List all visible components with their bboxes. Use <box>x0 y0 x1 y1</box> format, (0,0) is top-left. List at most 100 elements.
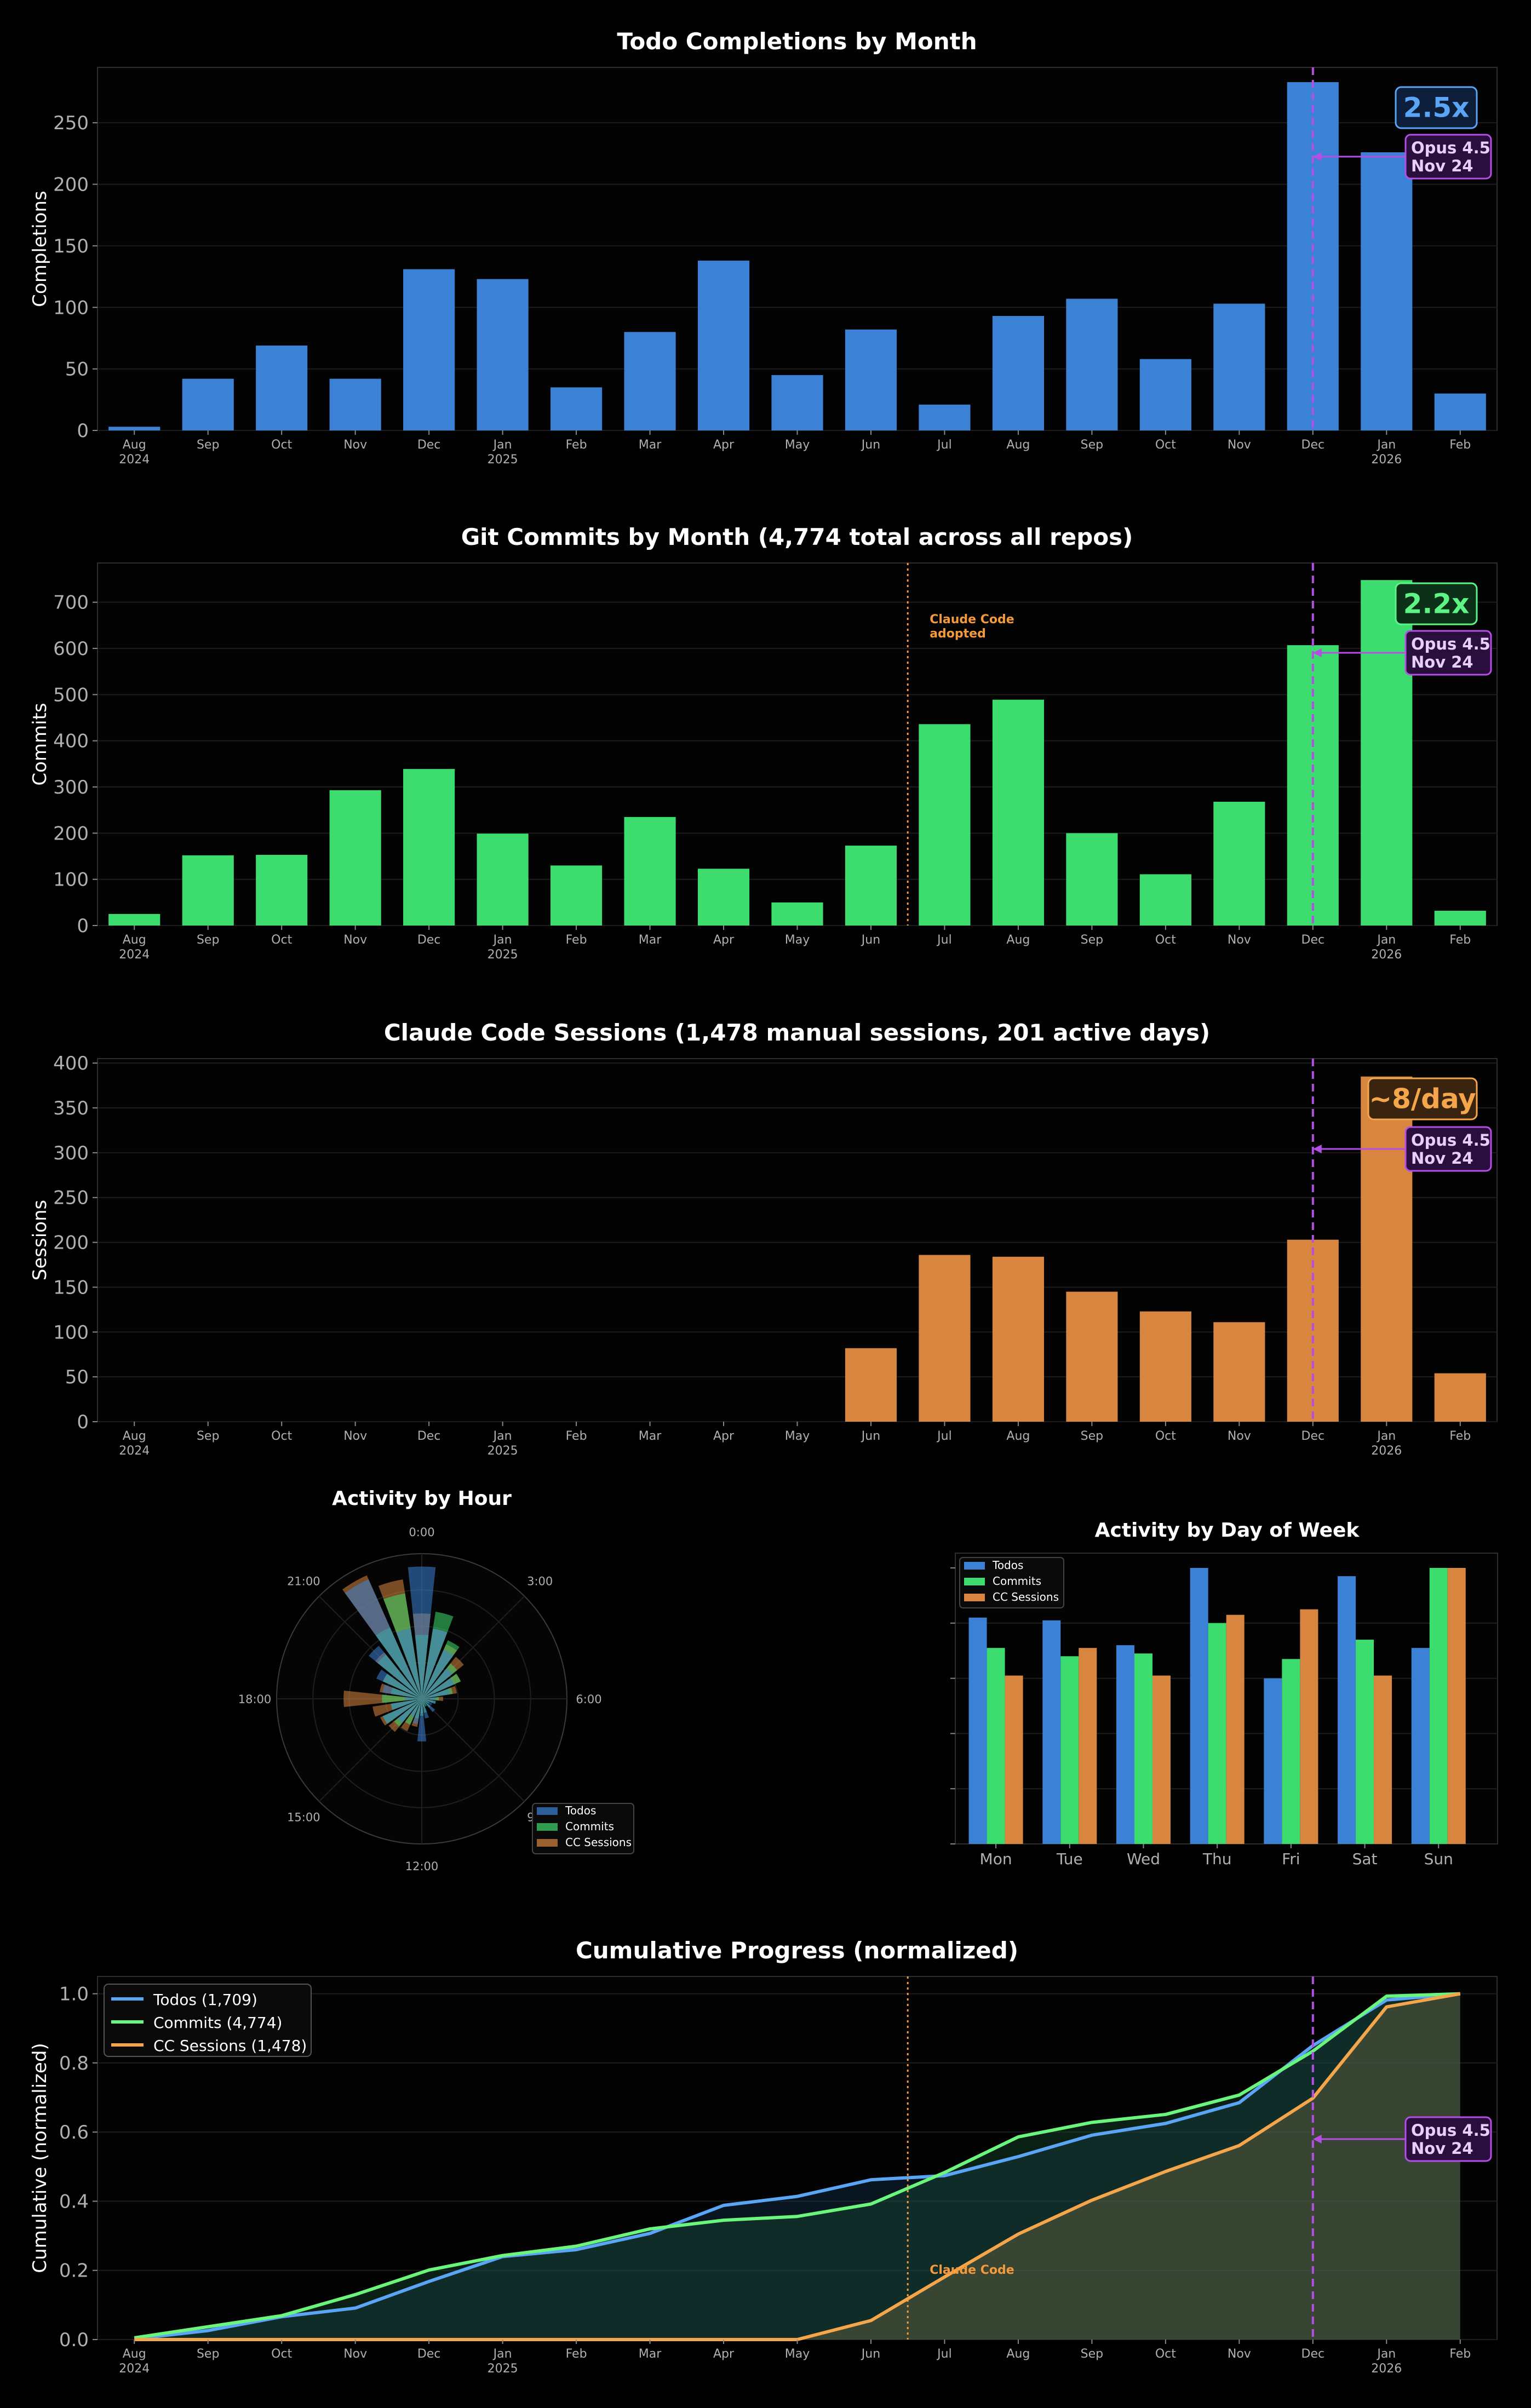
bar-commits <box>624 817 676 926</box>
y-axis-label: Cumulative (normalized) <box>29 2043 51 2273</box>
legend-label: Commits (4,774) <box>153 2014 282 2032</box>
bar-commits <box>845 846 897 926</box>
line-commits <box>134 1992 1460 2340</box>
y-tick-label: 100 <box>53 1321 89 1343</box>
bar-commits <box>697 869 750 926</box>
legend-label: Todos <box>992 1559 1023 1572</box>
opus-label-name: Opus 4.5 <box>1411 139 1490 157</box>
bar-commits <box>992 699 1044 926</box>
bar-todos <box>1042 1620 1061 1844</box>
x-tick-label: May <box>785 438 810 452</box>
bar-cc-sessions <box>1226 1614 1245 1844</box>
bar-cc-sessions <box>1300 1609 1318 1844</box>
x-tick-label: Oct <box>271 438 292 452</box>
chart-title: Activity by Hour <box>332 1487 512 1510</box>
polar-bar-todos <box>417 1699 427 1742</box>
y-tick-label: 0.2 <box>59 2260 89 2282</box>
line-todos <box>134 1992 1461 2341</box>
x-tick-label: Jul <box>936 438 952 452</box>
x-tick-label: Feb <box>1449 2347 1471 2361</box>
opus-label-date: Nov 24 <box>1411 653 1473 671</box>
hour-label: 12:00 <box>405 1860 439 1873</box>
x-year-label: 2024 <box>119 948 150 962</box>
polar-bar-todos <box>404 1697 422 1701</box>
chart-title: Claude Code Sessions (1,478 manual sessi… <box>384 1019 1210 1046</box>
bar-commits <box>1060 1656 1079 1844</box>
chart-dow: Activity by Day of Week Mon Tue Wed Thu Fri Sa… <box>950 1519 1498 1868</box>
bar-sessions <box>1213 1322 1265 1422</box>
bar-todos <box>1213 303 1265 430</box>
y-tick-label: 0.0 <box>59 2329 89 2351</box>
polar-bar-todos <box>422 1699 436 1704</box>
bar-todos <box>1066 298 1118 430</box>
x-tick-label: Sep <box>197 438 219 452</box>
polar-bar-todos <box>397 1699 422 1723</box>
y-tick-label: 350 <box>53 1097 89 1119</box>
area-commits <box>134 1993 1460 2340</box>
x-tick-label: Sep <box>197 933 219 947</box>
x-tick-label: Jan <box>492 2347 512 2361</box>
polar-bar-todos <box>396 1628 422 1699</box>
opus-arrow-head <box>1312 152 1322 161</box>
bar-todos <box>477 279 529 430</box>
legend-label: Commits <box>993 1574 1041 1588</box>
x-tick-label: Mar <box>639 438 662 452</box>
bar-commits <box>987 1648 1005 1844</box>
chart-cumulative: 0.0 0.2 0.4 0.6 0.8 1.0 Cumulative Progress (n… <box>29 1937 1498 2376</box>
x-tick-label: Nov <box>1228 1429 1251 1443</box>
y-tick-label: 0 <box>77 915 89 937</box>
x-tick-label: Mar <box>639 1429 662 1443</box>
x-tick-label: Jan <box>492 1429 512 1443</box>
x-tick-label: Dec <box>417 438 441 452</box>
x-tick-label: Oct <box>1155 1429 1176 1443</box>
bar-commits <box>256 854 308 926</box>
multiplier-badge-box <box>1367 1077 1478 1120</box>
y-tick-label: 200 <box>53 174 89 196</box>
day-label: Sun <box>1424 1850 1453 1868</box>
x-tick-label: Nov <box>343 933 367 947</box>
bar-sessions <box>1139 1311 1191 1422</box>
polar-bar-todos <box>422 1688 450 1699</box>
y-tick-label: 700 <box>53 592 89 614</box>
bar-commits <box>1429 1568 1448 1844</box>
x-tick-label: Apr <box>713 933 735 947</box>
y-tick-label: 0.8 <box>59 2053 89 2074</box>
claude-code-label: Claude Code <box>930 613 1014 627</box>
x-tick-label: Dec <box>417 933 441 947</box>
bar-cc-sessions <box>1005 1675 1023 1844</box>
day-label: Wed <box>1127 1850 1160 1868</box>
bar-cc-sessions <box>1374 1675 1392 1844</box>
y-tick-label: 150 <box>53 235 89 257</box>
y-tick-label: 0.6 <box>59 2122 89 2143</box>
day-label: Mon <box>980 1850 1012 1868</box>
x-year-label: 2026 <box>1371 2362 1402 2376</box>
chart-hour: Activity by Hour0:003:006:009:0012:0015:… <box>238 1487 634 1873</box>
opus-label-date: Nov 24 <box>1411 157 1473 175</box>
polar-bar-todos <box>422 1649 454 1699</box>
polar-bar-todos <box>410 1699 422 1717</box>
x-tick-label: Aug <box>123 933 146 947</box>
y-tick-label: 300 <box>53 1142 89 1164</box>
day-label: Thu <box>1202 1850 1232 1868</box>
hour-label: 15:00 <box>287 1811 320 1824</box>
bar-commits <box>1356 1640 1374 1844</box>
x-year-label: 2025 <box>488 2362 518 2376</box>
bar-commits <box>1434 911 1486 926</box>
opus-label-name: Opus 4.5 <box>1411 2121 1490 2140</box>
bar-todos <box>771 375 823 430</box>
y-tick-label: 0.4 <box>59 2191 89 2212</box>
bar-todos <box>1434 393 1486 430</box>
y-tick-label: 500 <box>53 684 89 706</box>
polar-bar-todos <box>369 1646 422 1699</box>
chart-title: Git Commits by Month (4,774 total across… <box>461 524 1133 550</box>
multiplier-badge-box <box>1395 86 1478 129</box>
y-tick-label: 250 <box>53 1187 89 1209</box>
y-tick-label: 400 <box>53 1053 89 1074</box>
legend-label: Todos <box>565 1804 596 1817</box>
x-tick-label: Jul <box>936 1429 952 1443</box>
bar-todos <box>1338 1576 1356 1844</box>
polar-bar-todos <box>376 1669 422 1699</box>
bar-sessions <box>845 1348 897 1422</box>
bar-commits <box>329 790 381 926</box>
